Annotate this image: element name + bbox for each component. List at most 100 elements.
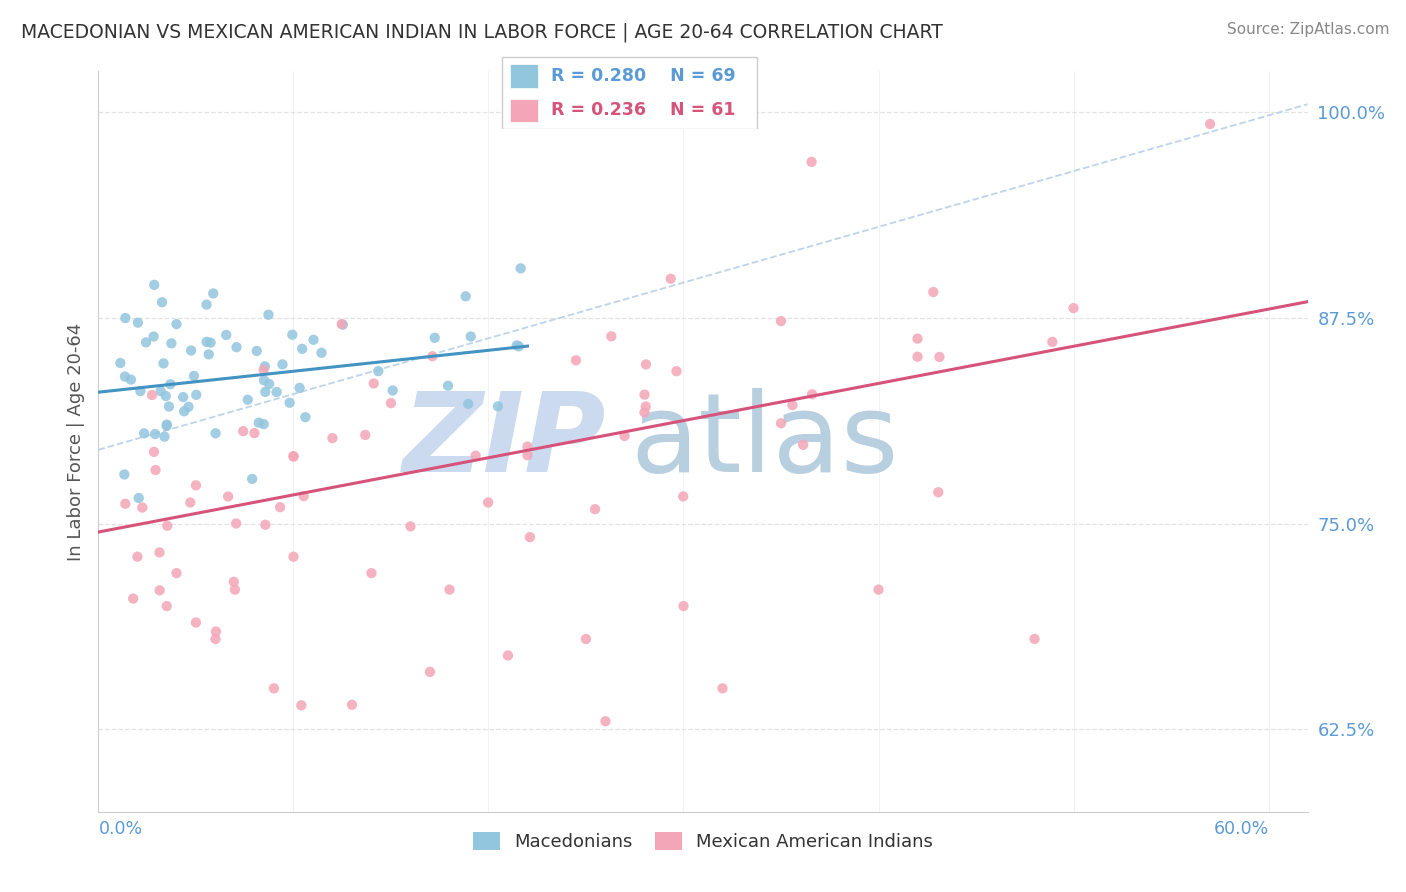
Text: ZIP: ZIP (402, 388, 606, 495)
Point (156, 417, 179, 432)
Point (769, 417, 792, 431)
Point (1199, 117, 1222, 131)
Point (266, 384, 288, 399)
Point (460, 329, 482, 343)
Point (120, 373, 142, 387)
Point (454, 289, 477, 303)
Point (152, 356, 174, 370)
Point (232, 424, 254, 438)
Point (143, 445, 166, 459)
Point (157, 400, 180, 414)
Point (205, 624, 228, 639)
Point (380, 396, 402, 410)
Point (204, 426, 226, 441)
Point (183, 368, 205, 383)
Point (253, 417, 276, 432)
Point (166, 317, 188, 331)
Point (114, 497, 136, 511)
Point (283, 449, 305, 463)
Point (575, 632, 598, 646)
Point (354, 428, 377, 442)
Point (422, 349, 444, 363)
Point (254, 517, 277, 532)
Point (110, 356, 132, 370)
Point (519, 530, 541, 544)
Point (156, 418, 179, 433)
Point (922, 285, 945, 299)
Point (202, 286, 225, 301)
Point (496, 648, 519, 663)
Point (135, 335, 157, 350)
Point (360, 566, 382, 581)
Text: Source: ZipAtlas.com: Source: ZipAtlas.com (1226, 22, 1389, 37)
Point (184, 615, 207, 630)
Point (613, 429, 636, 443)
Point (769, 314, 792, 328)
Point (177, 400, 200, 414)
Point (516, 448, 538, 462)
Point (477, 495, 499, 509)
Point (321, 431, 343, 445)
Point (672, 599, 695, 613)
Point (294, 410, 316, 425)
Text: 60.0%: 60.0% (1213, 820, 1268, 838)
Point (156, 599, 179, 613)
Point (1040, 334, 1063, 349)
Point (149, 583, 172, 598)
Point (112, 467, 135, 482)
Point (516, 440, 538, 454)
Point (217, 490, 239, 504)
Point (508, 339, 530, 353)
Point (143, 427, 166, 442)
Point (247, 416, 270, 430)
Point (506, 338, 529, 352)
Point (204, 632, 226, 646)
Point (179, 495, 201, 509)
Point (288, 381, 311, 395)
Point (800, 154, 823, 169)
Point (423, 331, 446, 345)
Point (464, 449, 486, 463)
Point (215, 328, 238, 343)
Point (486, 400, 509, 414)
Point (672, 490, 695, 504)
Point (195, 334, 218, 349)
Point (127, 549, 149, 564)
Point (457, 397, 479, 411)
Point (399, 519, 422, 533)
Point (114, 369, 136, 384)
Point (292, 489, 315, 503)
Point (927, 485, 949, 500)
Point (180, 343, 202, 358)
Point (254, 384, 277, 399)
Point (565, 353, 588, 368)
Text: 0.0%: 0.0% (98, 820, 142, 838)
Point (311, 345, 333, 359)
Point (659, 271, 682, 285)
Point (172, 390, 194, 404)
Point (222, 574, 245, 589)
Point (186, 388, 208, 402)
Point (253, 363, 276, 377)
Point (145, 463, 167, 477)
Point (132, 426, 155, 441)
Point (155, 389, 177, 403)
Point (149, 384, 172, 398)
Point (381, 384, 404, 398)
Point (283, 450, 305, 464)
Point (225, 340, 247, 354)
Point (225, 516, 247, 531)
Point (665, 364, 688, 378)
Point (634, 400, 657, 414)
Point (439, 582, 461, 597)
Point (122, 591, 145, 606)
Point (141, 388, 163, 402)
Point (509, 261, 531, 276)
Point (143, 277, 166, 292)
Point (801, 387, 824, 401)
Point (340, 698, 363, 712)
Point (269, 500, 291, 515)
Point (291, 342, 314, 356)
Point (153, 429, 176, 443)
Point (330, 317, 353, 331)
